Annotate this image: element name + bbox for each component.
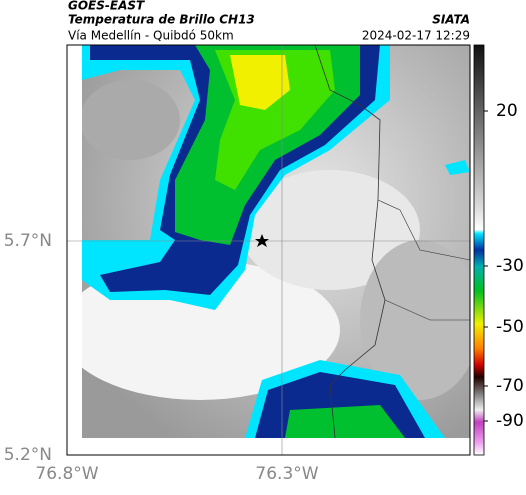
timestamp: 2024-02-17 12:29 [362,29,470,43]
subtitle: Temperatura de Brillo CH13 [68,13,255,27]
location-marker [255,234,269,247]
lat-tick-label: 5.2°N [4,445,52,465]
source: SIATA [432,13,470,27]
route: Vía Medellín - Quibdó 50km [68,29,234,43]
colorbar [473,44,485,456]
colorbar-tick-label: -70 [496,376,524,396]
lat-tick-label: 5.7°N [4,231,52,251]
colorbar-tick-label: -50 [496,317,524,337]
satellite-image [82,45,470,438]
lon-tick-label: 76.3°W [255,464,318,484]
colorbar-tick-label: -30 [496,256,524,276]
colorbar-tick-label: 20 [496,101,518,121]
map-frame [66,44,471,456]
title: GOES-EAST [68,0,145,13]
colorbar-tick-label: -90 [496,411,524,431]
lon-tick-label: 76.8°W [35,464,98,484]
